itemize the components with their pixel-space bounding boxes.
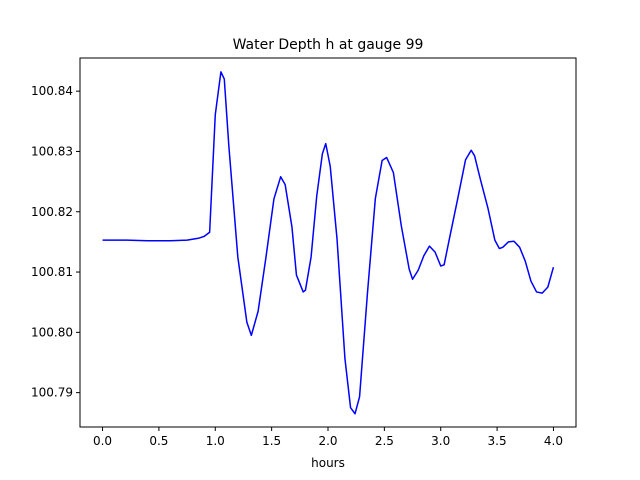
- series-line-0: [102, 71, 555, 415]
- x-tick-label: 1.0: [206, 434, 225, 448]
- x-tick-label: 3.5: [488, 434, 507, 448]
- plot-frame: [79, 57, 577, 428]
- x-tick-label: 2.0: [318, 434, 337, 448]
- x-tick-label: 0.0: [93, 434, 112, 448]
- x-tick-label: 3.0: [431, 434, 450, 448]
- y-tick-label: 100.84: [31, 84, 73, 98]
- y-tick-label: 100.79: [31, 386, 73, 400]
- x-axis-label: hours: [311, 456, 345, 470]
- x-tick-label: 2.5: [375, 434, 394, 448]
- y-tick-label: 100.83: [31, 144, 73, 158]
- chart-title: Water Depth h at gauge 99: [233, 37, 424, 53]
- y-tick-label: 100.80: [31, 325, 73, 339]
- y-tick-label: 100.81: [31, 265, 73, 279]
- x-tick-label: 0.5: [149, 434, 168, 448]
- y-tick-label: 100.82: [31, 205, 73, 219]
- x-tick-label: 1.5: [262, 434, 281, 448]
- x-tick-label: 4.0: [544, 434, 563, 448]
